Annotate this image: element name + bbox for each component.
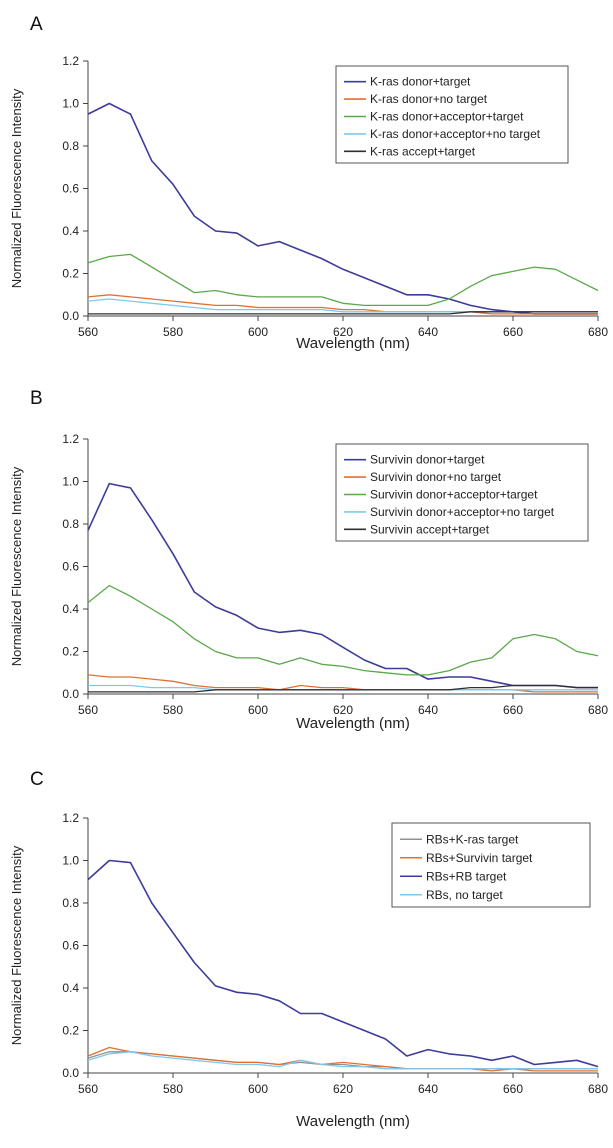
y-tick-label: 1.0: [62, 97, 79, 111]
y-tick-label: 0.4: [62, 224, 79, 238]
legend-label-1: K-ras donor+target: [370, 75, 471, 89]
legend-label-1: Survivin donor+target: [370, 453, 485, 467]
panel-b: B 0.0 0.2 0.4 0.6 0.8 1.0 1.2 560 580 600 620 640 660…: [9, 388, 608, 732]
x-axis-label: Wavelength (nm): [296, 1113, 410, 1130]
y-tick-label: 0.2: [62, 267, 79, 281]
y-tick-label: 1.0: [62, 475, 79, 489]
series-line-4: [87, 1051, 598, 1070]
y-axis-label: Normalized Fluorescence Intensity: [9, 466, 24, 666]
x-tick-label: 680: [588, 325, 608, 339]
y-tick-label: 1.2: [62, 54, 79, 68]
y-tick-label: 0.8: [62, 517, 79, 531]
x-tick-label: 640: [418, 325, 438, 339]
legend-label-4: RBs, no target: [426, 888, 503, 902]
y-tick-label: 0.0: [62, 309, 79, 323]
legend-label-1: RBs+K-ras target: [426, 832, 519, 846]
y-tick-label: 1.2: [62, 811, 79, 825]
x-tick-label: 600: [248, 703, 268, 717]
x-tick-label: 620: [333, 703, 353, 717]
x-tick-label: 560: [78, 325, 98, 339]
legend-label-3: K-ras donor+acceptor+target: [370, 110, 524, 124]
series-line-3: [87, 859, 599, 1068]
series-line-3: [87, 584, 599, 676]
x-tick-label: 640: [418, 1082, 438, 1096]
legend-label-2: K-ras donor+no target: [370, 92, 488, 106]
x-tick-label: 600: [248, 1082, 268, 1096]
y-tick-label: 0.2: [62, 1024, 79, 1038]
x-tick-label: 640: [418, 703, 438, 717]
legend-label-2: Survivin donor+no target: [370, 470, 502, 484]
legend-label-4: K-ras donor+acceptor+no target: [370, 127, 541, 141]
y-tick-label: 0.8: [62, 139, 79, 153]
series-line-3: [87, 253, 599, 307]
y-tick-label: 0.6: [62, 939, 79, 953]
x-tick-label: 680: [588, 703, 608, 717]
series-line-5: [88, 311, 598, 315]
y-tick-label: 0.6: [62, 560, 79, 574]
y-tick-label: 0.8: [62, 896, 79, 910]
x-tick-label: 660: [503, 1082, 523, 1096]
y-axis-label: Normalized Fluorescence Intensity: [9, 88, 24, 288]
legend-label-3: RBs+RB target: [426, 869, 507, 883]
y-tick-label: 0.4: [62, 602, 79, 616]
x-tick-label: 560: [78, 703, 98, 717]
x-tick-label: 600: [248, 325, 268, 339]
y-tick-label: 1.0: [62, 854, 79, 868]
x-axis-label: Wavelength (nm): [296, 715, 410, 732]
y-tick-label: 0.2: [62, 645, 79, 659]
x-tick-label: 580: [163, 703, 183, 717]
x-tick-label: 580: [163, 325, 183, 339]
legend-label-5: Survivin accept+target: [370, 522, 490, 536]
x-tick-label: 580: [163, 1082, 183, 1096]
x-tick-label: 660: [503, 325, 523, 339]
legend-box: [335, 65, 569, 164]
x-axis-label: Wavelength (nm): [296, 335, 410, 352]
series-line-2: [87, 294, 598, 315]
legend-label-4: Survivin donor+acceptor+no target: [370, 505, 555, 519]
y-tick-label: 0.0: [62, 687, 79, 701]
legend-box: [335, 443, 589, 542]
x-tick-label: 680: [588, 1082, 608, 1096]
x-tick-label: 560: [78, 1082, 98, 1096]
y-axis-label: Normalized Fluorescence Intensity: [9, 845, 24, 1045]
panel-letter: B: [30, 388, 43, 409]
legend-label-5: K-ras accept+target: [370, 144, 476, 158]
panel-a: A 0.0 0.2 0.4 0.6 0.8 1.0 1.2 560 580 600 620 640 660…: [9, 14, 608, 352]
y-tick-label: 0.4: [62, 981, 79, 995]
legend-label-3: Survivin donor+acceptor+target: [370, 488, 538, 502]
x-tick-label: 620: [333, 325, 353, 339]
legend-label-2: RBs+Survivin target: [426, 851, 533, 865]
panel-letter: C: [30, 769, 44, 790]
x-tick-label: 660: [503, 703, 523, 717]
panel-c: C 0.0 0.2 0.4 0.6 0.8 1.0 1.2 560 580 600 620 640 660…: [9, 769, 608, 1130]
x-tick-label: 620: [333, 1082, 353, 1096]
y-tick-label: 1.2: [62, 432, 79, 446]
series-line-5: [88, 684, 598, 693]
y-tick-label: 0.0: [62, 1066, 79, 1080]
y-tick-label: 0.6: [62, 182, 79, 196]
panel-letter: A: [30, 14, 43, 35]
legend-box: [391, 822, 591, 908]
